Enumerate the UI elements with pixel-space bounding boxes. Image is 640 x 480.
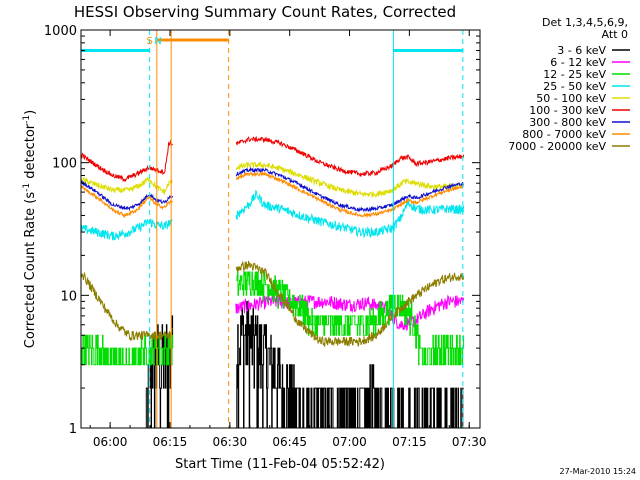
chart-title: HESSI Observing Summary Count Rates, Cor…	[74, 3, 456, 21]
x-tick-label: 06:45	[272, 435, 307, 449]
x-tick-label: 07:15	[392, 435, 427, 449]
series-8	[80, 260, 465, 348]
series-line-6	[235, 166, 464, 213]
y-axis-label: Corrected Count Rate (s-1 detector-1)	[22, 110, 38, 348]
y-axis: 1 10 100 1000	[44, 24, 480, 437]
legend-label-8: 7000 - 20000 keV	[508, 140, 606, 153]
legend-label-0: 3 - 6 keV	[557, 44, 606, 57]
x-tick-label: 07:00	[332, 435, 367, 449]
footer-timestamp: 27-Mar-2010 15:24	[560, 467, 637, 476]
legend-label-5: 100 - 300 keV	[529, 104, 606, 117]
series-line-4	[235, 161, 465, 198]
series-line-3	[80, 218, 173, 241]
annotation-0: S	[146, 36, 152, 47]
series-line-2	[81, 334, 173, 366]
legend-label-7: 800 - 7000 keV	[522, 128, 606, 141]
y-tick-label: 10	[60, 289, 77, 304]
legend-header-line-2: Att 0	[602, 28, 628, 41]
y-tick-label: 1	[69, 422, 77, 437]
legend-label-1: 6 - 12 keV	[550, 56, 606, 69]
legend-header: Det 1,3,4,5,6,9, Att 0	[542, 16, 628, 41]
legend-header-line-1: Det 1,3,4,5,6,9,	[542, 16, 628, 29]
x-axis: 06:00 06:15 06:30 06:45 07:00 07:15 07:30	[89, 30, 487, 449]
series-line-7	[235, 170, 464, 219]
series-line-5	[80, 139, 173, 183]
series-line-8	[235, 260, 465, 348]
x-tick-label: 06:15	[153, 435, 188, 449]
series-2	[81, 271, 465, 366]
y-tick-label: 1000	[44, 24, 77, 39]
plot-frame	[80, 29, 481, 429]
legend-label-2: 12 - 25 keV	[543, 68, 606, 81]
legend-label-4: 50 - 100 keV	[536, 92, 606, 105]
y-tick-label: 100	[52, 157, 77, 172]
series-line-5	[235, 136, 465, 178]
legend-label-6: 300 - 800 keV	[529, 116, 606, 129]
series-line-3	[235, 189, 465, 239]
series-3	[80, 189, 465, 241]
x-tick-label: 06:30	[213, 435, 248, 449]
legend-label-3: 25 - 50 keV	[543, 80, 606, 93]
x-tick-label: 06:00	[93, 435, 128, 449]
x-axis-label: Start Time (11-Feb-04 05:52:42)	[175, 457, 385, 472]
series-line-8	[80, 272, 173, 342]
annotation-1: N	[154, 36, 161, 47]
x-tick-label: 07:30	[452, 435, 487, 449]
series-line-2	[236, 271, 465, 366]
series-4	[80, 161, 465, 198]
